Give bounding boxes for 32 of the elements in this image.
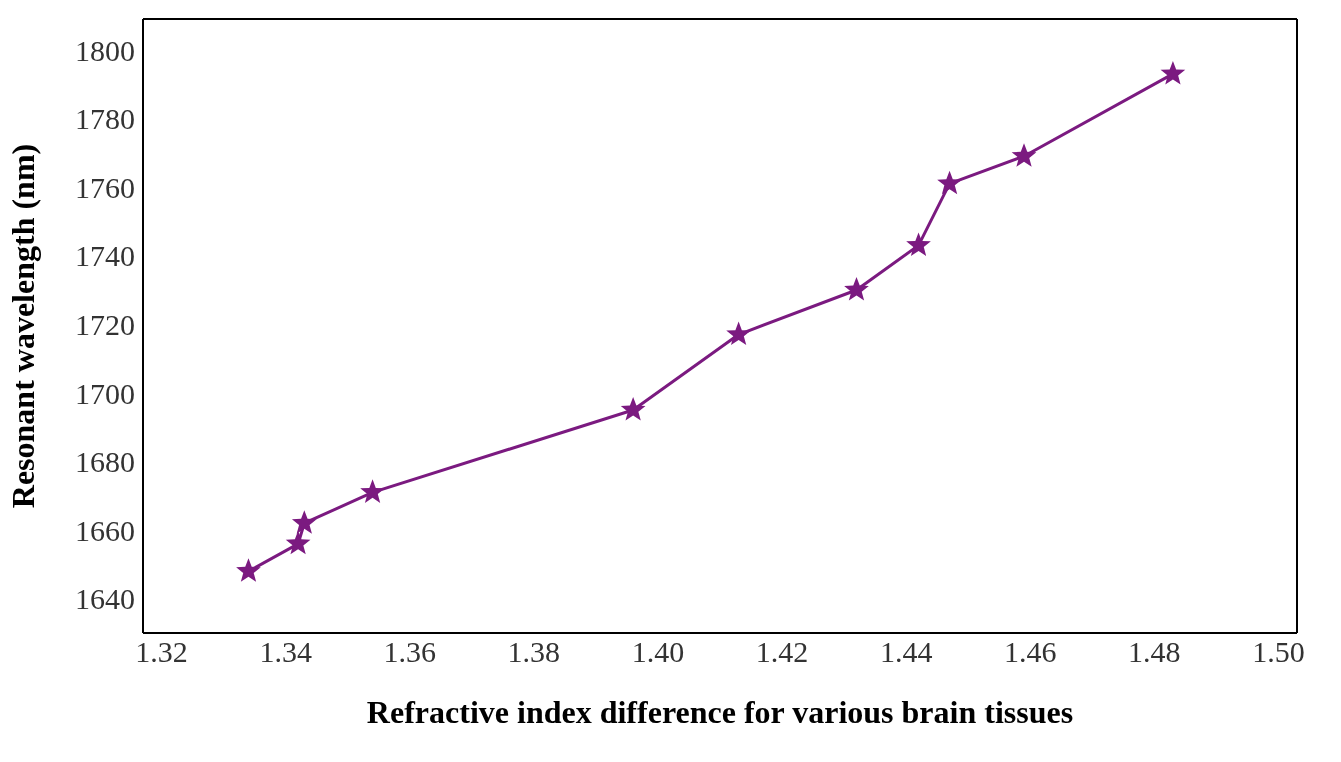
y-tick-label: 1700: [75, 376, 135, 410]
y-tick-label: 1780: [75, 102, 135, 136]
x-tick-label: 1.46: [1003, 635, 1057, 669]
y-tick-label: 1740: [75, 239, 135, 273]
point: [937, 170, 962, 195]
point: [360, 479, 385, 503]
x-tick-label: 1.40: [631, 635, 685, 669]
y-tick-label: 1680: [75, 445, 135, 479]
x-axis-title: Refractive index difference for various brain tissues: [366, 694, 1074, 730]
x-tick-label: 1.34: [259, 635, 312, 669]
point: [620, 397, 646, 421]
x-tick-label: 1.50: [1252, 635, 1305, 669]
point: [291, 510, 317, 534]
x-tick-label: 1.42: [755, 635, 809, 669]
y-tick-label: 1720: [75, 307, 135, 341]
point: [726, 321, 751, 346]
point: [1160, 60, 1186, 85]
x-tick-label: 1.32: [135, 635, 188, 669]
x-tick-label: 1.48: [1128, 635, 1181, 669]
y-tick-label: 1640: [75, 582, 135, 616]
y-tick-label: 1660: [75, 513, 135, 547]
point: [906, 232, 931, 256]
point: [844, 276, 869, 301]
y-tick-label: 1760: [75, 170, 135, 204]
x-tick-label: 1.36: [383, 635, 437, 669]
y-tick-label: 1800: [75, 33, 135, 67]
x-tick-label: 1.44: [879, 635, 933, 669]
point: [285, 530, 311, 555]
y-axis-title: Resonant wavelength (nm): [5, 143, 42, 509]
point: [1011, 143, 1037, 167]
x-tick-label: 1.38: [507, 635, 561, 669]
point: [236, 558, 261, 582]
